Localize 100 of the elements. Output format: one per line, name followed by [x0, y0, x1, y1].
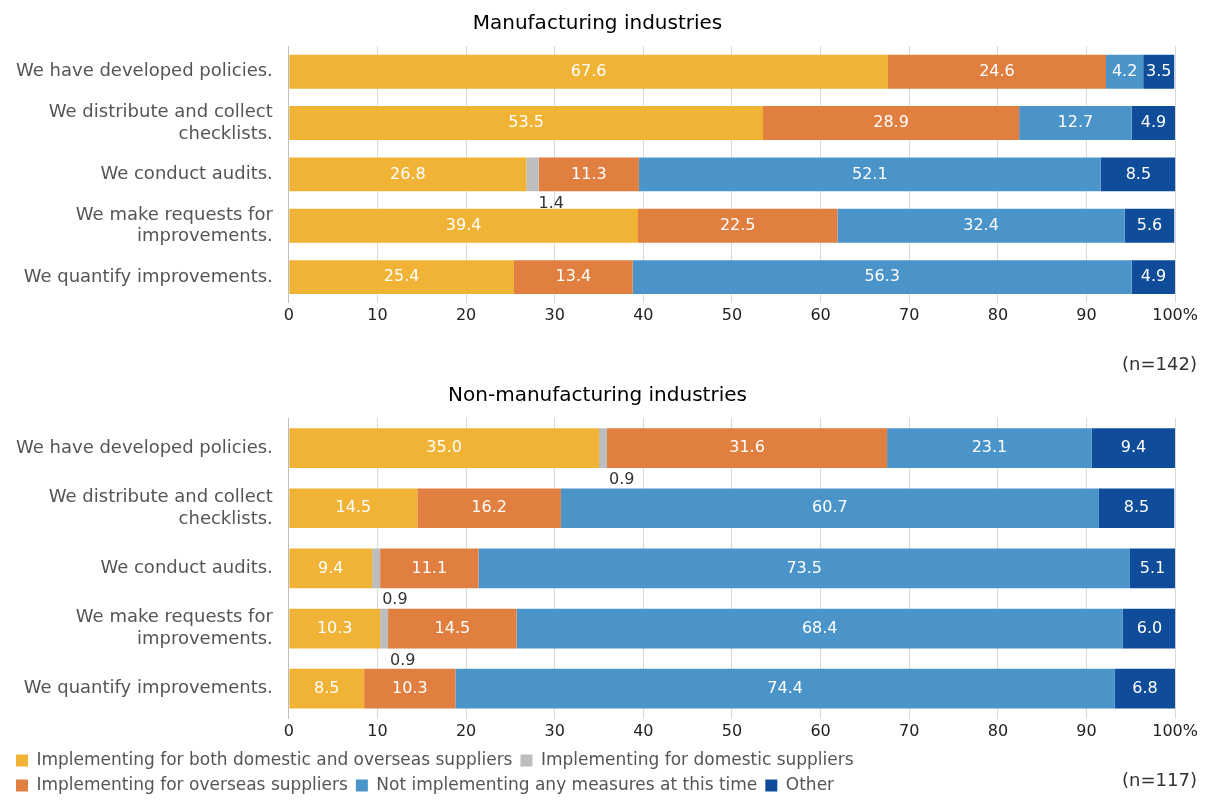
- bar: [1129, 548, 1176, 589]
- legend-label: Other: [785, 773, 835, 794]
- bar: [289, 428, 600, 468]
- y-tick-label: We distribute and collect checklists.: [48, 99, 273, 143]
- y-tick-label: We distribute and collect checklists.: [48, 485, 273, 528]
- bar: [638, 208, 838, 243]
- data-label: 56.3: [864, 266, 901, 286]
- x-tick-label: 80: [987, 720, 1009, 740]
- x-tick-label: 100%: [1152, 720, 1198, 740]
- data-label: 28.9: [873, 112, 909, 132]
- x-tick-label: 0: [283, 720, 294, 740]
- bar: [837, 208, 1125, 243]
- bar: [289, 208, 639, 243]
- bar: [364, 668, 456, 709]
- legend-label: Implementing for domestic suppliers: [540, 748, 854, 769]
- legend-label: Implementing for overseas suppliers: [36, 773, 348, 794]
- x-tick-label: 60: [810, 720, 831, 740]
- bar: [1091, 428, 1176, 468]
- bar: [887, 428, 1092, 468]
- data-label: 14.5: [335, 497, 372, 517]
- bar: [1122, 608, 1176, 649]
- x-tick-label: 20: [455, 720, 477, 740]
- bar: [380, 608, 389, 649]
- bar: [289, 488, 418, 529]
- data-label: 67.6: [570, 60, 607, 80]
- x-tick-label: 50: [721, 720, 743, 740]
- y-tick-label: We make requests for improvements.: [75, 202, 274, 246]
- data-label: 6.8: [1132, 677, 1158, 697]
- legend-label: Implementing for both domestic and overseas suppliers: [36, 748, 513, 769]
- data-label: 6.0: [1136, 617, 1163, 637]
- data-label: 31.6: [729, 437, 765, 457]
- data-label: 39.4: [445, 214, 482, 234]
- x-tick-label: 60: [810, 304, 831, 324]
- y-tick-label: We quantify improvements.: [23, 676, 273, 698]
- y-tick-label: We conduct audits.: [100, 162, 273, 184]
- bar: [289, 668, 365, 709]
- bar: [638, 157, 1101, 192]
- data-label: 3.5: [1146, 60, 1172, 80]
- bar: [526, 157, 539, 192]
- bar: [1124, 208, 1175, 243]
- data-label: 22.5: [719, 214, 756, 234]
- data-label: 16.2: [471, 497, 507, 517]
- data-label: 11.1: [411, 557, 448, 577]
- text: (n=117): [1122, 769, 1197, 791]
- bar: [380, 548, 479, 589]
- bar: [289, 157, 527, 192]
- x-tick-label: 70: [899, 720, 920, 740]
- bar: [388, 608, 517, 649]
- data-label: 68.4: [801, 617, 838, 637]
- x-tick-label: 20: [455, 304, 477, 324]
- data-label: 14.5: [434, 617, 471, 637]
- data-label: 12.7: [1057, 112, 1094, 132]
- data-label: 0.9: [390, 649, 416, 669]
- legend-label: Not implementing any measures at this time: [376, 773, 758, 794]
- data-label: 10.3: [391, 677, 428, 697]
- data-label: 53.5: [508, 112, 544, 132]
- bar: [1100, 157, 1176, 192]
- data-label: 9.4: [1120, 437, 1147, 457]
- x-tick-label: 90: [1076, 304, 1097, 324]
- bar: [289, 106, 763, 140]
- bar: [513, 260, 633, 295]
- data-label: 26.8: [390, 163, 426, 183]
- chart-title: Manufacturing industries: [472, 10, 723, 35]
- data-label: 1.4: [538, 192, 565, 212]
- bar: [1114, 668, 1176, 709]
- bar: [607, 428, 888, 468]
- bar: [1106, 54, 1144, 89]
- x-tick-label: 0: [283, 304, 294, 324]
- data-label: 60.7: [812, 497, 848, 517]
- data-label: 24.6: [979, 60, 1015, 80]
- data-label: 5.6: [1136, 214, 1163, 234]
- x-tick-label: 100%: [1152, 304, 1198, 324]
- y-tick-label: We make requests for improvements.: [75, 605, 274, 649]
- bar: [516, 608, 1123, 649]
- bar: [538, 157, 639, 192]
- bar: [560, 488, 1099, 529]
- y-tick-label: We quantify improvements.: [23, 264, 273, 286]
- x-tick-label: 40: [633, 720, 654, 740]
- data-label: 10.3: [316, 617, 353, 637]
- data-label: 8.5: [1125, 163, 1152, 183]
- data-label: 5.1: [1139, 557, 1166, 577]
- data-label: 8.5: [314, 677, 340, 697]
- data-label: 35.0: [426, 437, 462, 457]
- x-tick-label: 30: [544, 304, 565, 324]
- bar: [632, 260, 1132, 295]
- bar: [763, 106, 1020, 140]
- x-tick-label: 90: [1076, 720, 1097, 740]
- bar: [289, 260, 514, 295]
- bar: [289, 608, 381, 649]
- bar: [1019, 106, 1132, 140]
- bar: [887, 54, 1106, 89]
- data-label: 4.9: [1140, 266, 1167, 286]
- y-tick-label: We have developed policies.: [16, 435, 273, 457]
- data-label: 0.9: [609, 469, 635, 489]
- chart-title: Non-manufacturing industries: [448, 382, 747, 407]
- bar: [417, 488, 561, 529]
- data-label: 0.9: [382, 589, 408, 609]
- bar: [372, 548, 381, 589]
- bar: [289, 548, 373, 589]
- x-tick-label: 30: [544, 720, 565, 740]
